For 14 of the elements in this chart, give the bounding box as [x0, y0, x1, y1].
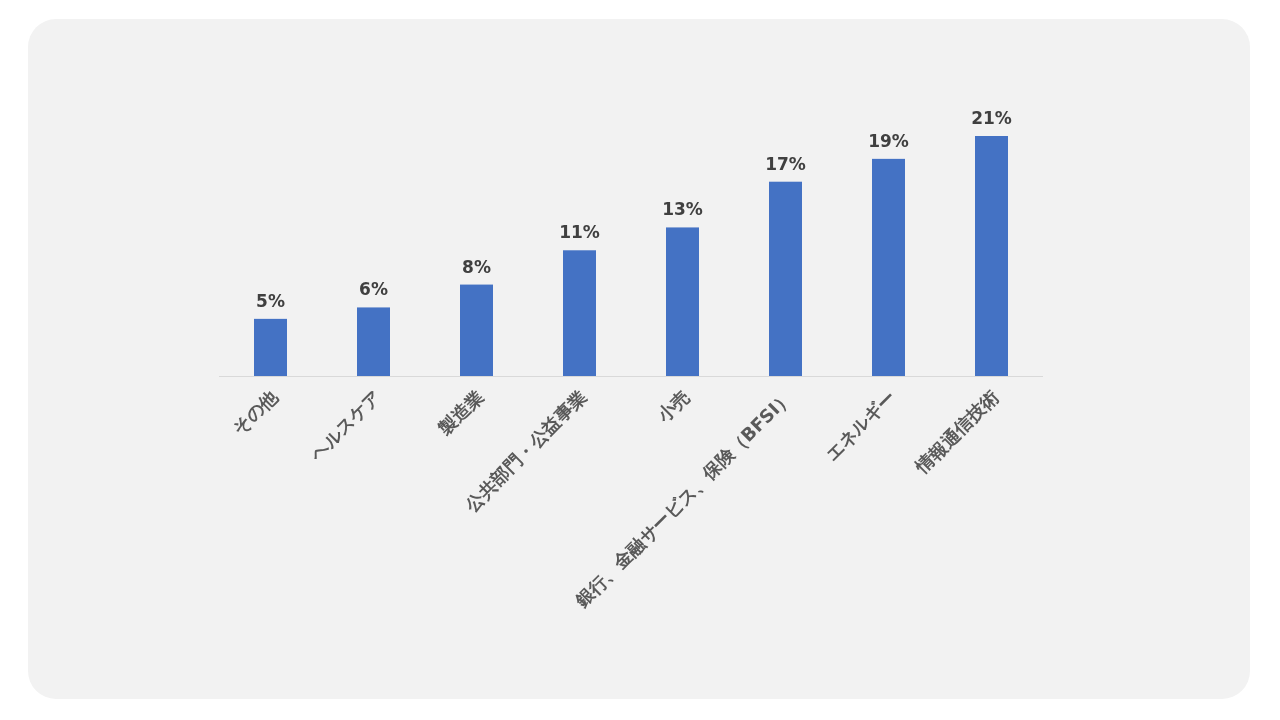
data-label: 5% [256, 290, 285, 311]
x-tick-label: 情報通信技術 [910, 385, 1003, 478]
x-tick-label: 製造業 [433, 385, 488, 440]
data-label: 11% [559, 222, 600, 243]
data-label: 21% [971, 108, 1012, 128]
x-tick-label: その他 [228, 385, 283, 440]
x-tick-label: エネルギー [820, 385, 900, 465]
data-label: 17% [765, 153, 806, 174]
x-tick-label: 小売 [652, 385, 694, 427]
data-label: 8% [462, 256, 491, 277]
data-label: 13% [662, 199, 703, 220]
data-label: 19% [868, 130, 909, 151]
data-label: 6% [359, 279, 388, 300]
x-tick-label: ヘルスケア [305, 385, 385, 466]
